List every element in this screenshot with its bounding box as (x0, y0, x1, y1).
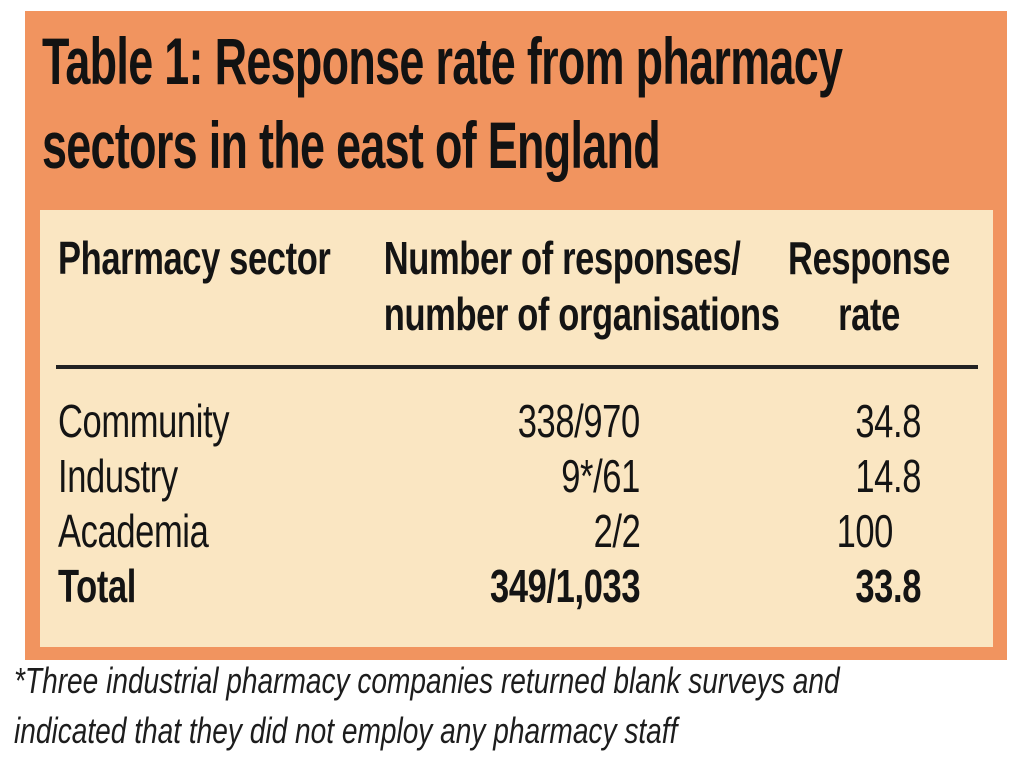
rate-frac: .8 (893, 395, 922, 447)
footnote-line-2: indicated that they did not employ any p… (14, 710, 678, 751)
responses-cell: 338/970 (330, 394, 760, 449)
sector-cell: Academia (58, 504, 330, 559)
sector-label: Academia (58, 505, 209, 557)
sector-cell: Community (58, 394, 330, 449)
sector-cell: Industry (58, 449, 330, 504)
rate-frac: .8 (893, 560, 922, 612)
rate-cell: 14 .8 (760, 449, 978, 504)
table-body: Community 338/970 34 .8 Industry 9*/61 (40, 394, 993, 614)
responses-value: 349/1,033 (489, 560, 640, 612)
rate-cell: 33 .8 (760, 559, 978, 614)
responses-value: 2/2 (593, 505, 640, 557)
table-header-row: Pharmacy sector Number of responses/ num… (40, 210, 993, 342)
table-row-total: Total 349/1,033 33 .8 (40, 559, 993, 614)
sector-label: Community (58, 395, 230, 447)
col-header-label: rate (838, 288, 900, 340)
sector-cell: Total (58, 559, 330, 614)
table-panel: Table 1: Response rate from pharmacy sec… (25, 11, 1007, 660)
rate-int: 34 (855, 395, 893, 447)
rate-cell: 34 .8 (760, 394, 978, 449)
col-header-pharmacy-sector: Pharmacy sector (58, 230, 331, 342)
title-line-2: sectors in the east of England (42, 108, 661, 182)
header-divider (56, 365, 978, 369)
responses-cell: 2/2 (330, 504, 760, 559)
rate-frac: .8 (893, 450, 922, 502)
col-header-label: number of organisations (383, 288, 780, 340)
table-row: Community 338/970 34 .8 (40, 394, 993, 449)
rate-int: 33 (855, 560, 893, 612)
col-header-label: Pharmacy sector (58, 232, 331, 284)
sector-label: Total (58, 560, 136, 612)
table-row: Academia 2/2 100 (40, 504, 993, 559)
col-header-label: Response (788, 232, 950, 284)
rate-int: 14 (855, 450, 893, 502)
footnote-line-1: *Three industrial pharmacy companies ret… (14, 660, 840, 701)
table-row: Industry 9*/61 14 .8 (40, 449, 993, 504)
rate-cell: 100 (760, 504, 978, 559)
responses-value: 9*/61 (561, 450, 640, 502)
col-header-label: Number of responses/ (383, 232, 741, 284)
col-header-responses: Number of responses/ number of organisat… (330, 230, 780, 342)
responses-value: 338/970 (517, 395, 640, 447)
table-card: Pharmacy sector Number of responses/ num… (40, 210, 993, 647)
rate-frac (893, 504, 938, 559)
col-header-response-rate: Response rate (760, 230, 978, 342)
sector-label: Industry (58, 450, 178, 502)
title-line-1: Table 1: Response rate from pharmacy (42, 24, 843, 98)
responses-cell: 349/1,033 (330, 559, 760, 614)
table-footnote: *Three industrial pharmacy companies ret… (14, 656, 1024, 756)
responses-cell: 9*/61 (330, 449, 760, 504)
rate-int: 100 (836, 505, 894, 557)
page-title: Table 1: Response rate from pharmacy sec… (42, 19, 1024, 187)
